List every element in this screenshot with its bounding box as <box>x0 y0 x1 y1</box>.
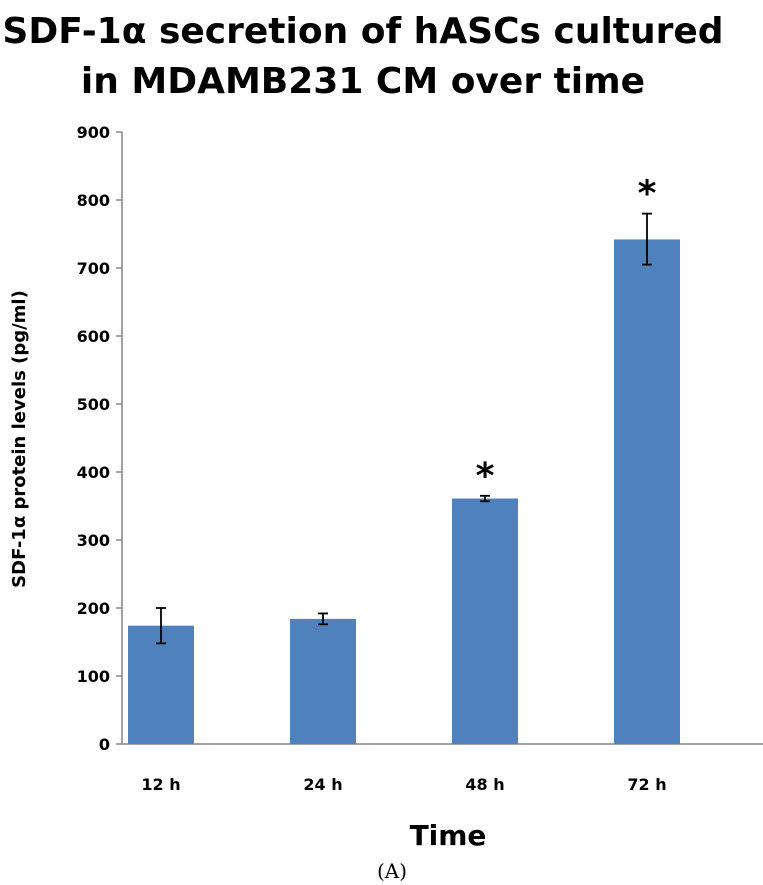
y-tick-label: 900 <box>77 123 110 142</box>
x-tick-label: 48 h <box>465 775 504 794</box>
y-tick-label: 300 <box>77 531 110 550</box>
y-tick-label: 0 <box>99 735 110 754</box>
plot-area: 0 100 200 300 400 500 600 700 800 900 12 h 24 h * 48 … <box>77 123 763 794</box>
bar <box>614 239 680 744</box>
y-tick-label: 600 <box>77 327 110 346</box>
y-tick-label: 500 <box>77 395 110 414</box>
y-tick-label: 800 <box>77 191 110 210</box>
figure-caption: (A) <box>377 859 407 883</box>
x-axis-label: Time <box>410 819 487 852</box>
y-axis-label: SDF-1α protein levels (pg/ml) <box>9 290 30 588</box>
y-tick-label: 200 <box>77 599 110 618</box>
y-tick-label: 700 <box>77 259 110 278</box>
y-tick-label: 400 <box>77 463 110 482</box>
chart-title-line-1: SDF-1α secretion of hASCs cultured <box>2 11 723 52</box>
bar <box>128 625 194 744</box>
x-tick-label: 12 h <box>141 775 180 794</box>
significance-marker: * <box>638 174 657 215</box>
significance-marker: * <box>476 456 495 497</box>
chart-title-line-2: in MDAMB231 CM over time <box>81 61 645 102</box>
x-tick-label: 24 h <box>303 775 342 794</box>
y-tick-label: 100 <box>77 667 110 686</box>
bar <box>290 618 356 744</box>
bar <box>452 498 518 744</box>
x-tick-label: 72 h <box>627 775 666 794</box>
